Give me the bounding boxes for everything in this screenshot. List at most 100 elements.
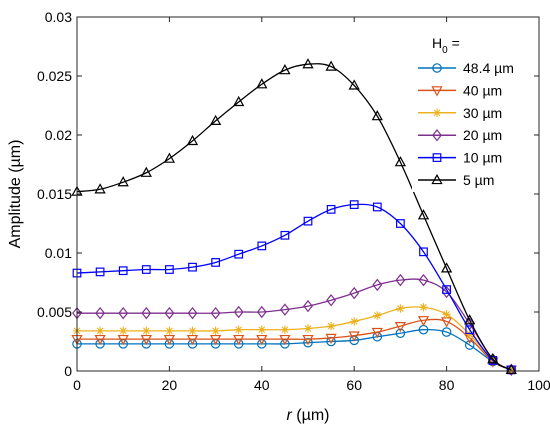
series-5-point-15 [417,209,430,220]
legend-entry-3: 20 µm [418,127,502,143]
series-line-0 [77,328,512,371]
series-1-point-8 [256,334,268,346]
series-1-point-2 [117,334,129,346]
series-2-point-14 [396,304,405,313]
series-2-point-16-strokes [442,310,451,319]
series-5-point-3 [140,166,152,177]
series-2-point-11-strokes [326,321,336,331]
x-axis-label-unit: (µm) [292,407,330,424]
series-2-point-4-strokes [165,326,174,336]
x-tick-label-3: 60 [346,377,362,393]
series-4-point-13 [372,202,382,212]
series-1-point-4 [163,334,176,346]
series-2-point-11 [326,321,336,331]
series-3-point-5 [187,306,198,320]
legend-box [412,24,530,192]
series-1-point-10 [302,334,314,346]
ticks-layer: 0 20 40 60 80 100 0 0.005 0.01 0.015 0.02 0.025 0.03 [37,9,550,393]
series-line-3 [76,278,512,371]
series-2-point-9 [280,325,290,334]
legend-label-1: 40 µm [463,82,502,98]
series-layer [71,58,517,377]
series-2-point-15 [419,303,428,312]
series-3 [72,273,517,377]
y-axis-label: Amplitude (µm) [7,140,24,249]
x-tick-label-5: 100 [527,377,550,393]
series-4-point-15 [419,247,428,257]
x-tick-label-4: 80 [439,377,455,393]
series-2-point-14-strokes [396,304,405,313]
series-3-point-4 [164,306,175,320]
series-3-point-1 [95,306,106,320]
series-3-point-12 [349,286,360,300]
legend-label-5: 5 µm [463,172,494,188]
series-4-point-3 [141,265,151,274]
x-tick-label-1: 20 [162,377,178,393]
series-2-point-7 [234,325,243,334]
series-2-point-13-strokes [373,311,382,320]
series-4-point-9 [280,230,290,240]
series-4-point-1 [95,267,105,277]
series-2-point-10 [303,324,313,333]
series-2-point-4 [165,326,174,336]
series-2-point-6-strokes [211,326,220,336]
legend-entry-0: 48.4 µm [418,60,514,76]
series-3-point-2 [118,306,129,320]
series-5-point-19 [505,363,517,374]
series-2-point-12 [350,317,359,326]
series-2-point-17 [465,330,474,339]
series-5-point-11 [325,60,337,71]
series-1-point-11 [325,333,337,345]
series-5-point-13 [371,110,383,121]
series-4-point-6 [211,258,220,267]
series-4-point-11 [326,204,336,214]
legend-title-main: H [432,35,442,51]
series-4-point-5 [188,262,197,272]
series-2-point-15-strokes [419,303,428,312]
series-4 [72,200,516,375]
legend-label-3: 20 µm [463,127,502,143]
series-1-point-12 [348,331,360,342]
series-2-point-2-strokes [119,326,128,336]
y-tick-label-2: 0.01 [45,245,72,261]
legend-label-4: 10 µm [463,150,502,166]
series-1-point-1 [94,334,106,346]
series-5-point-7 [233,95,245,107]
series-5-point-8 [256,78,268,89]
series-2-point-8-strokes [257,325,266,334]
legend-title: H0 = [432,35,460,56]
legend-marker-2 [432,108,442,117]
series-5-point-6 [209,114,222,126]
legend-entry-2: 30 µm [418,105,502,121]
series-0-point-16 [441,327,452,337]
series-0-point-17 [464,340,475,350]
series-5-point-12 [348,79,360,90]
series-4-point-10 [303,216,313,226]
legend-marker-2-strokes [432,108,442,117]
series-5-point-5 [186,134,199,146]
series-2-point-5-strokes [188,326,197,336]
series-2-point-17-strokes [465,330,474,339]
series-5-point-18 [487,353,499,364]
series-5-point-14 [394,156,407,167]
series-2-point-3 [142,326,151,336]
series-1-point-3 [140,334,152,346]
series-5-point-1 [94,183,106,194]
x-axis-label: r (µm) [287,407,330,424]
series-0-point-10 [303,337,313,348]
series-5-point-4 [163,152,176,163]
series-5-point-16 [440,262,453,273]
series-3-point-13 [372,278,383,292]
series-2-point-13 [373,311,382,320]
series-2-point-8 [257,325,266,334]
series-2-point-12-strokes [350,317,359,326]
legend-title-suffix: = [448,35,460,51]
y-tick-label-4: 0.02 [45,127,72,143]
y-tick-label-0: 0 [64,363,72,379]
series-3-point-7 [233,305,244,319]
series-2-point-10-strokes [303,324,313,333]
series-3-point-14 [395,273,406,287]
x-tick-label-2: 40 [254,377,270,393]
x-axis-label-italic: r [287,407,293,424]
